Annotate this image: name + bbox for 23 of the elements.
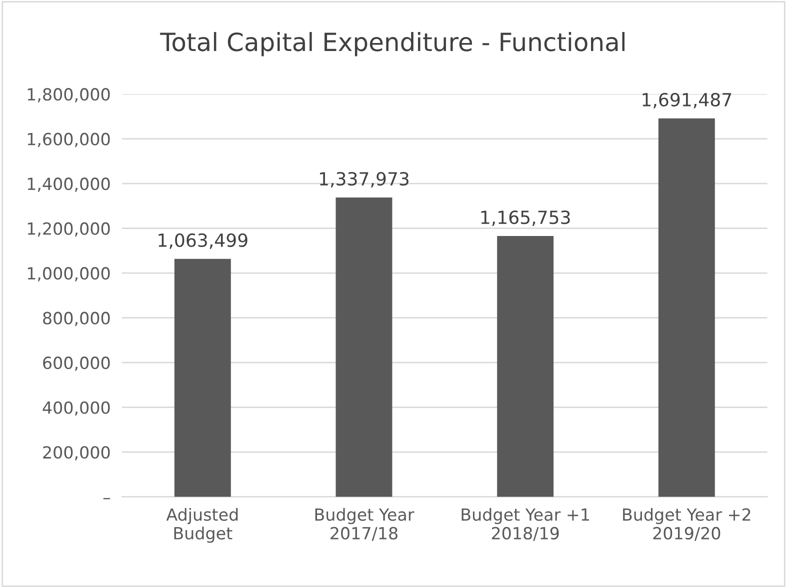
y-tick-label: 1,600,000	[28, 132, 110, 148]
y-tick-label: 800,000	[43, 312, 110, 326]
y-tick-label: 200,000	[43, 446, 110, 460]
x-tick-label: Budget Year 2017/18	[315, 508, 414, 541]
bar	[174, 258, 231, 497]
x-tick-label: Adjusted Budget	[166, 508, 238, 543]
y-tick-label: 1,000,000	[28, 267, 110, 282]
y-tick-label: 1,400,000	[28, 178, 110, 192]
data-label: 1,691,487	[642, 92, 732, 108]
bar	[497, 236, 554, 497]
bar	[658, 118, 715, 497]
chart-title: Total Capital Expenditure - Functional	[160, 32, 624, 56]
y-tick-label: 600,000	[43, 356, 110, 371]
y-tick-label: 1,200,000	[28, 222, 110, 237]
data-label: 1,063,499	[158, 233, 248, 249]
data-label: 1,165,753	[481, 210, 570, 226]
x-tick-label: Budget Year +2 2019/20	[623, 508, 750, 541]
x-tick-label: Budget Year +1 2018/19	[462, 508, 589, 541]
data-label: 1,337,973	[320, 172, 408, 188]
bar	[336, 197, 392, 497]
y-tick-label: 400,000	[42, 401, 110, 416]
y-tick-label: –	[103, 498, 110, 500]
y-tick-label: 1,800,000	[28, 88, 110, 102]
